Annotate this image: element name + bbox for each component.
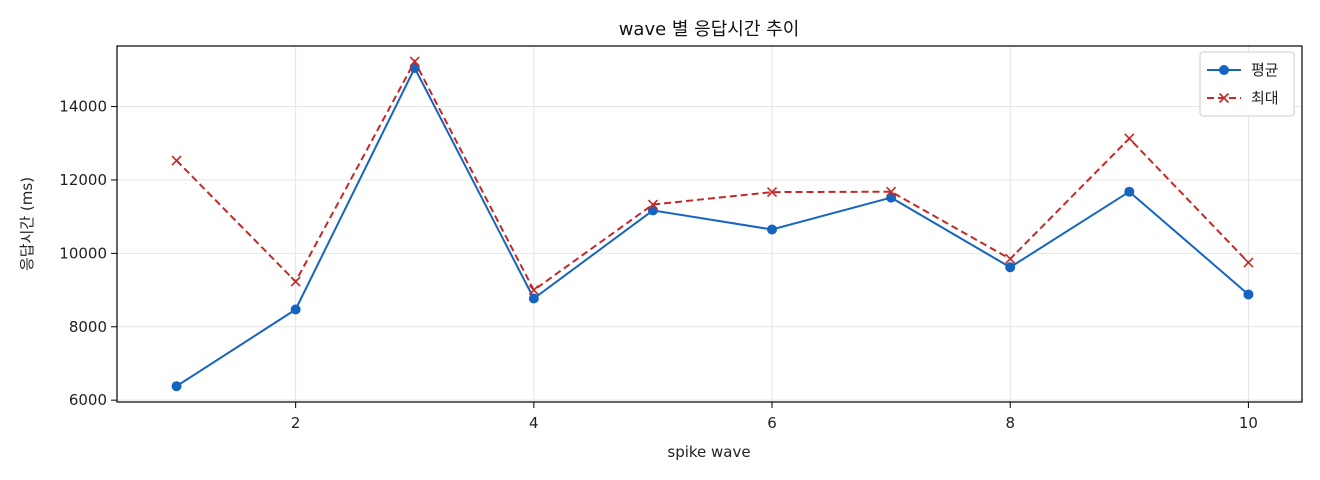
y-tick-label: 12000	[59, 171, 107, 189]
series-layer	[171, 56, 1254, 392]
legend-item: 평균	[1207, 61, 1279, 79]
series-avg	[171, 63, 1254, 392]
data-point	[528, 284, 539, 296]
data-point	[767, 224, 778, 235]
data-point	[409, 56, 420, 67]
legend-label: 평균	[1251, 61, 1279, 79]
legend-marker	[1218, 92, 1230, 104]
chart-title: wave 별 응답시간 추이	[619, 19, 800, 40]
y-axis: 6000 8000 10000 12000 14000	[59, 98, 117, 409]
data-point	[290, 304, 301, 315]
data-point	[647, 199, 658, 210]
series-max	[171, 56, 1254, 296]
x-tick-label: 6	[767, 414, 777, 432]
data-point	[171, 381, 182, 392]
series-line	[175, 65, 1250, 388]
x-tick-label: 2	[291, 414, 301, 432]
data-point	[1124, 186, 1135, 197]
legend-label: 최대	[1251, 89, 1279, 107]
legend-marker	[1219, 65, 1229, 75]
data-point	[766, 187, 778, 198]
y-tick-label: 10000	[59, 244, 107, 262]
data-point	[1005, 253, 1016, 264]
data-point	[528, 293, 539, 304]
x-tick-label: 4	[529, 414, 539, 432]
legend-item: 최대	[1207, 89, 1279, 107]
y-tick-label: 14000	[59, 98, 107, 116]
data-point	[171, 155, 182, 166]
series-line	[175, 59, 1250, 292]
y-tick-label: 8000	[69, 318, 107, 336]
grid	[117, 46, 1302, 402]
data-point	[1243, 257, 1254, 268]
x-axis: 2 4 6 8 10	[291, 402, 1258, 432]
data-point	[1124, 133, 1135, 144]
data-point	[1005, 262, 1016, 273]
x-tick-label: 8	[1005, 414, 1015, 432]
data-point	[290, 276, 301, 287]
plot-frame	[116, 45, 1303, 403]
y-axis-label: 응답시간 (ms)	[18, 177, 36, 271]
legend-box	[1199, 51, 1295, 117]
data-point	[886, 186, 897, 197]
x-axis-label: spike wave	[667, 443, 750, 461]
data-point	[409, 63, 420, 74]
data-point	[1243, 289, 1254, 300]
y-tick-label: 6000	[69, 391, 107, 409]
x-tick-label: 10	[1239, 414, 1258, 432]
